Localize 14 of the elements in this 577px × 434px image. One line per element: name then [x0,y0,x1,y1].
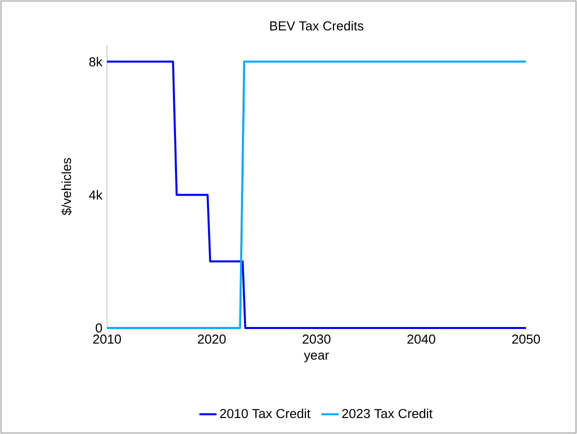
chart-title: BEV Tax Credits [270,20,364,30]
y-axis-title: $/vehicles [61,158,72,216]
line-series [106,60,527,329]
x-tick-label: 2050 [512,334,540,344]
y-tick-label: 4k [89,190,102,200]
legend-label: 2023 Tax Credit [342,408,432,418]
legend-label: 2010 Tax Credit [220,408,310,418]
x-tick-label: 2040 [407,334,436,344]
x-axis-title: year [304,352,329,362]
y-tick-label: 0 [96,323,102,333]
x-tick-label: 2030 [302,334,330,344]
y-tick-label: 8k [89,56,102,66]
x-tick-label: 2010 [93,334,121,344]
x-tick-label: 2020 [198,334,226,344]
